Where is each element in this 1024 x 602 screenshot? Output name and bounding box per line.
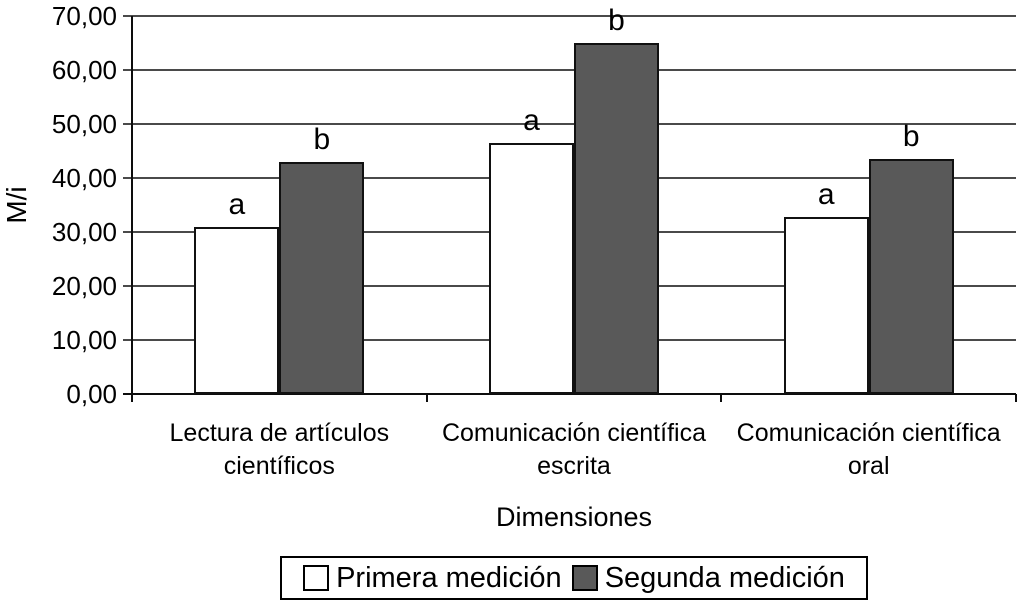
legend-label: Segunda medición: [604, 561, 845, 594]
significance-letter: a: [817, 177, 835, 211]
y-tick-label: 0,00: [66, 379, 117, 409]
category-label: Comunicación científica escrita: [441, 419, 706, 480]
x-tick-mark: [131, 394, 133, 402]
legend-label: Primera medición: [336, 561, 562, 594]
y-tick-label: 70,00: [51, 1, 117, 31]
significance-letter: b: [313, 122, 331, 156]
significance-letter: a: [523, 103, 540, 137]
y-tick-label: 20,00: [51, 271, 117, 301]
bar-primera-2: [783, 216, 869, 394]
significance-letter: b: [902, 120, 920, 154]
bar-segunda-2: [868, 159, 954, 394]
x-axis-line: [123, 393, 1016, 395]
y-tick-label: 30,00: [51, 217, 117, 247]
gridline: [123, 69, 1016, 71]
y-tick-label: 60,00: [51, 55, 117, 85]
bar-segunda-1: [574, 43, 659, 394]
bar-primera-1: [489, 142, 574, 394]
significance-letter: a: [228, 187, 246, 221]
segunda-medicion-swatch-icon: [571, 565, 598, 591]
bar-primera-0: [194, 226, 280, 394]
x-axis-title: Dimensiones: [495, 502, 653, 532]
bar-segunda-0: [279, 161, 365, 394]
y-tick-label: 40,00: [51, 163, 117, 193]
legend: Primera medición Segunda medición: [280, 556, 868, 600]
gridline: [123, 15, 1016, 17]
x-tick-mark: [1015, 394, 1017, 402]
x-tick-mark: [425, 394, 428, 402]
primera-medicion-swatch-icon: [303, 565, 330, 591]
significance-letter: b: [608, 4, 625, 37]
category-label: Comunicación científica oral: [736, 419, 1001, 480]
gridline: [123, 123, 1016, 125]
legend-item-primera-medicion: Primera medición: [303, 562, 562, 595]
y-tick-label: 10,00: [51, 325, 117, 355]
category-label: Lectura de artículos científicos: [169, 419, 390, 480]
x-tick-mark: [720, 394, 723, 402]
y-tick-label: 50,00: [51, 109, 117, 139]
plot-area: a a a b b b: [123, 4, 1017, 402]
y-axis-line: [131, 16, 133, 402]
legend-item-segunda-medicion: Segunda medición: [571, 561, 845, 595]
